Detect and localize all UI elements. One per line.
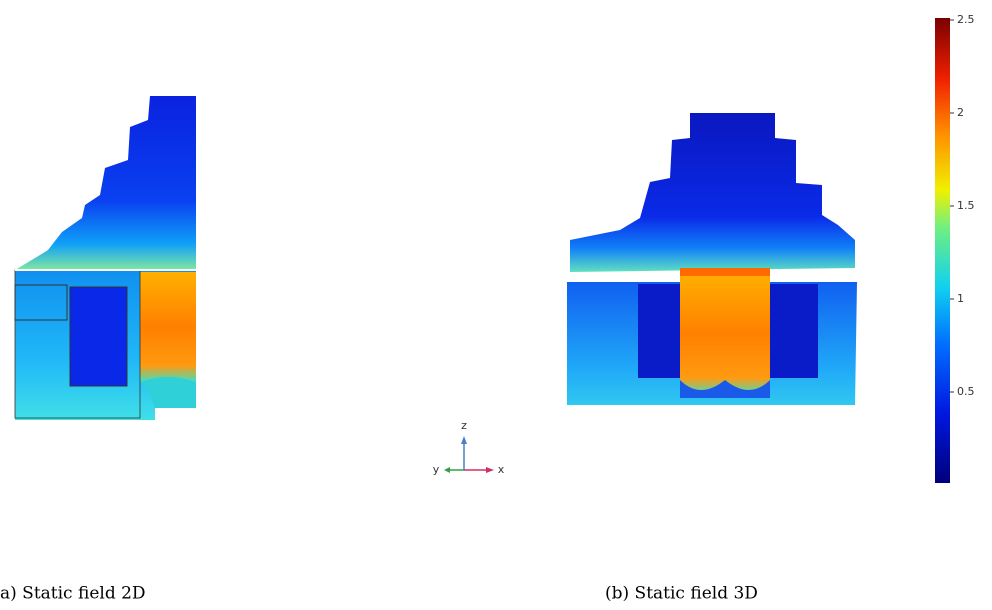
- colorbar-tick-label: 1.5: [957, 199, 975, 212]
- colorbar-tick-label: 1: [957, 292, 964, 305]
- axis-label-x: x: [498, 463, 505, 476]
- caption: (b) Static field 3D: [605, 584, 758, 604]
- caption: a) Static field 2D: [0, 584, 146, 604]
- field-2d: [15, 96, 196, 420]
- colorbar: [935, 18, 950, 483]
- colorbar-tick-label: 2: [957, 106, 964, 119]
- axis-label-z: z: [461, 419, 467, 432]
- axis-triad: z y x: [433, 419, 505, 476]
- field-3d: [567, 113, 857, 405]
- colorbar-tick-label: 0.5: [957, 385, 975, 398]
- figure: z y x 0.5 1 1.5 2 2.5 a) Static field 2D (b)…: [0, 0, 992, 610]
- colorbar-tick-label: 2.5: [957, 13, 975, 26]
- colorbar-ticks: 0.5 1 1.5 2 2.5: [950, 13, 975, 398]
- axis-label-y: y: [433, 463, 440, 476]
